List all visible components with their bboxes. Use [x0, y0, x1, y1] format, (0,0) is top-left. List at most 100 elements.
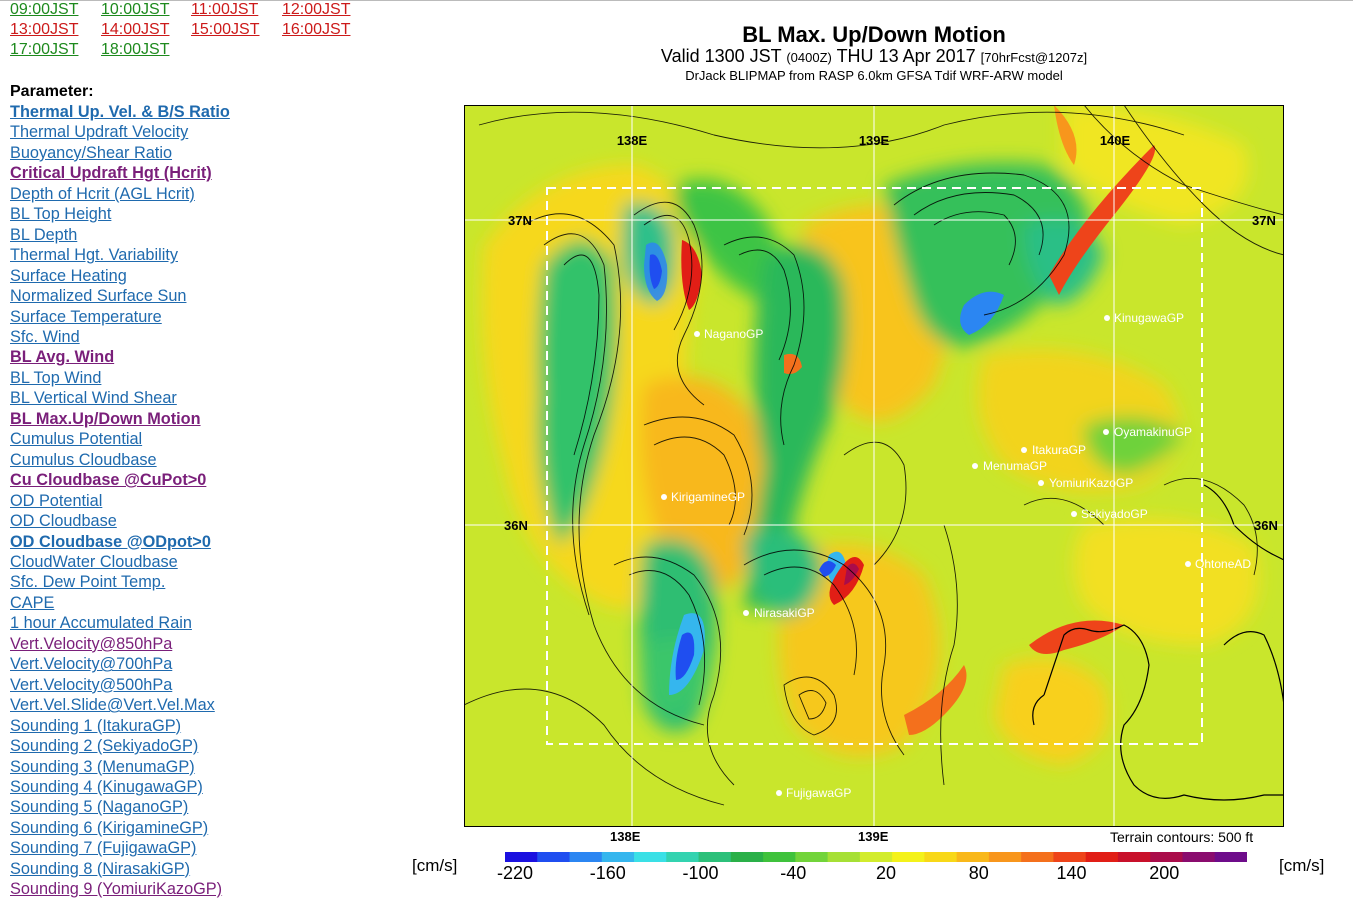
- parameter-link-7[interactable]: BL Depth: [10, 225, 78, 244]
- time-link-1400jst[interactable]: 14:00JST: [101, 21, 170, 38]
- site-label: FujigawaGP: [786, 786, 851, 800]
- time-link-1100jst[interactable]: 11:00JST: [191, 1, 259, 18]
- site-nirasaki[interactable]: NirasakiGP: [743, 606, 815, 620]
- colorbar-swatch: [601, 852, 635, 862]
- parameter-link-34[interactable]: Sounding 4 (KinugawaGP): [10, 777, 203, 796]
- site-marker: [1103, 429, 1109, 435]
- valid-utc: (0400Z): [786, 50, 832, 65]
- time-link-1700jst[interactable]: 17:00JST: [10, 41, 79, 58]
- parameter-link-8[interactable]: Thermal Hgt. Variability: [10, 246, 178, 265]
- colorbar-swatch: [892, 852, 925, 862]
- time-link-1200jst[interactable]: 12:00JST: [282, 1, 351, 18]
- parameter-link-23[interactable]: CloudWater Cloudbase: [10, 552, 178, 571]
- parameter-link-3[interactable]: Buoyancy/Shear Ratio: [10, 143, 173, 162]
- parameter-link-35[interactable]: Sounding 5 (NaganoGP): [10, 798, 189, 817]
- parameter-link-5[interactable]: Depth of Hcrit (AGL Hcrit): [10, 184, 195, 203]
- colorbar-swatch: [537, 852, 571, 862]
- lon-label-138e-top: 138E: [617, 133, 648, 148]
- parameter-link-22[interactable]: OD Cloudbase @ODpot>0: [10, 532, 211, 551]
- colorbar-tick-label: -100: [682, 863, 719, 883]
- parameter-link-11[interactable]: Surface Temperature: [10, 307, 162, 326]
- parameter-link-36[interactable]: Sounding 6 (KirigamineGP): [10, 818, 209, 837]
- parameter-link-26[interactable]: 1 hour Accumulated Rain: [10, 614, 192, 633]
- colorbar-tick-label: 200: [1149, 863, 1180, 883]
- time-link-1800jst[interactable]: 18:00JST: [101, 41, 170, 58]
- parameter-link-17[interactable]: Cumulus Potential: [10, 430, 143, 449]
- map-valid-line: Valid 1300 JST (0400Z) THU 13 Apr 2017 […: [464, 46, 1284, 67]
- site-marker: [1104, 315, 1110, 321]
- site-kirigamine[interactable]: KirigamineGP: [661, 490, 745, 504]
- parameter-link-37[interactable]: Sounding 7 (FujigawaGP): [10, 839, 197, 858]
- site-marker: [1021, 447, 1027, 453]
- site-label: NaganoGP: [704, 327, 763, 341]
- parameter-link-14[interactable]: BL Top Wind: [10, 368, 102, 387]
- site-label: MenumaGP: [983, 459, 1047, 473]
- time-link-1000jst[interactable]: 10:00JST: [101, 1, 170, 18]
- site-marker: [1038, 480, 1044, 486]
- parameter-link-6[interactable]: BL Top Height: [10, 205, 112, 224]
- map-subtitle: DrJack BLIPMAP from RASP 6.0km GFSA Tdif…: [685, 68, 1063, 83]
- site-label: ItakuraGP: [1032, 443, 1086, 457]
- site-itakura[interactable]: ItakuraGP: [1021, 443, 1086, 457]
- terrain-contour-note: Terrain contours: 500 ft: [1110, 829, 1254, 845]
- site-marker: [972, 463, 978, 469]
- parameter-link-12[interactable]: Sfc. Wind: [10, 327, 80, 346]
- parameter-link-29[interactable]: Vert.Velocity@500hPa: [10, 675, 173, 694]
- colorbar-swatch: [1117, 852, 1151, 862]
- colorbar-swatch: [634, 852, 667, 862]
- parameter-link-4[interactable]: Critical Updraft Hgt (Hcrit): [10, 164, 212, 183]
- parameter-link-30[interactable]: Vert.Vel.Slide@Vert.Vel.Max: [10, 696, 215, 715]
- valid-forecast: [70hrFcst@1207z]: [980, 50, 1088, 65]
- site-sekiyado[interactable]: SekiyadoGP: [1071, 507, 1148, 521]
- time-link-0900jst[interactable]: 09:00JST: [10, 1, 79, 18]
- parameter-link-1[interactable]: Thermal Up. Vel. & B/S Ratio: [10, 103, 230, 121]
- parameter-link-33[interactable]: Sounding 3 (MenumaGP): [10, 757, 195, 776]
- colorbar-swatch: [666, 852, 700, 862]
- parameter-link-18[interactable]: Cumulus Cloudbase: [10, 450, 157, 469]
- parameter-link-20[interactable]: OD Potential: [10, 491, 103, 510]
- parameter-link-39[interactable]: Sounding 9 (YomiuriKazoGP): [10, 880, 223, 899]
- lon-label-138e-bottom: 138E: [610, 829, 641, 844]
- parameter-link-21[interactable]: OD Cloudbase: [10, 512, 117, 531]
- parameter-link-25[interactable]: CAPE: [10, 593, 55, 612]
- colorbar-tick-label: -220: [496, 863, 534, 883]
- parameter-link-38[interactable]: Sounding 8 (NirasakiGP): [10, 859, 191, 878]
- parameter-link-31[interactable]: Sounding 1 (ItakuraGP): [10, 716, 182, 735]
- parameter-link-2[interactable]: Thermal Updraft Velocity: [10, 123, 189, 142]
- time-link-1500jst[interactable]: 15:00JST: [191, 21, 260, 38]
- parameter-link-28[interactable]: Vert.Velocity@700hPa: [10, 655, 173, 674]
- parameter-link-13[interactable]: BL Avg. Wind: [10, 348, 115, 367]
- parameter-link-15[interactable]: BL Vertical Wind Shear: [10, 389, 177, 408]
- time-link-1600jst[interactable]: 16:00JST: [282, 21, 351, 38]
- parameter-link-19[interactable]: Cu Cloudbase @CuPot>0: [10, 471, 207, 490]
- site-marker: [694, 331, 700, 337]
- site-oyamakinu[interactable]: OyamakinuGP: [1103, 425, 1192, 439]
- colorbar-swatch: [1214, 852, 1247, 862]
- site-nagano[interactable]: NaganoGP: [694, 327, 763, 341]
- lat-label-37n-right: 37N: [1252, 213, 1276, 228]
- parameter-link-9[interactable]: Surface Heating: [10, 266, 127, 285]
- site-label: SekiyadoGP: [1081, 507, 1148, 521]
- colorbar-swatch: [505, 852, 538, 862]
- parameter-link-24[interactable]: Sfc. Dew Point Temp.: [10, 573, 166, 592]
- parameter-link-32[interactable]: Sounding 2 (SekiyadoGP): [10, 737, 199, 756]
- colorbar-swatch: [1085, 852, 1119, 862]
- parameter-link-10[interactable]: Normalized Surface Sun: [10, 287, 187, 306]
- site-yomiurikazo[interactable]: YomiuriKazoGP: [1038, 476, 1133, 490]
- lon-label-140e-top: 140E: [1100, 133, 1131, 148]
- site-fujigawa[interactable]: FujigawaGP: [776, 786, 851, 800]
- parameter-link-16[interactable]: BL Max.Up/Down Motion: [10, 409, 201, 428]
- inner-domain-boundary: [546, 187, 1203, 745]
- site-kinugawa[interactable]: KinugawaGP: [1104, 311, 1184, 325]
- colorbar-unit-right: [cm/s]: [1279, 856, 1325, 875]
- colorbar-swatch: [698, 852, 732, 862]
- site-menuma[interactable]: MenumaGP: [972, 459, 1047, 473]
- lat-label-36n-right: 36N: [1254, 518, 1278, 533]
- forecast-map: 138E 139E 140E 37N 37N 36N 36N NaganoGP …: [464, 105, 1284, 827]
- lon-label-139e-top: 139E: [859, 133, 890, 148]
- colorbar-tick-label: 80: [968, 863, 989, 883]
- time-link-1300jst[interactable]: 13:00JST: [10, 21, 79, 38]
- site-ohtone[interactable]: OhtoneAD: [1185, 557, 1251, 571]
- parameter-link-27[interactable]: Vert.Velocity@850hPa: [10, 634, 173, 653]
- colorbar-swatch: [730, 852, 764, 862]
